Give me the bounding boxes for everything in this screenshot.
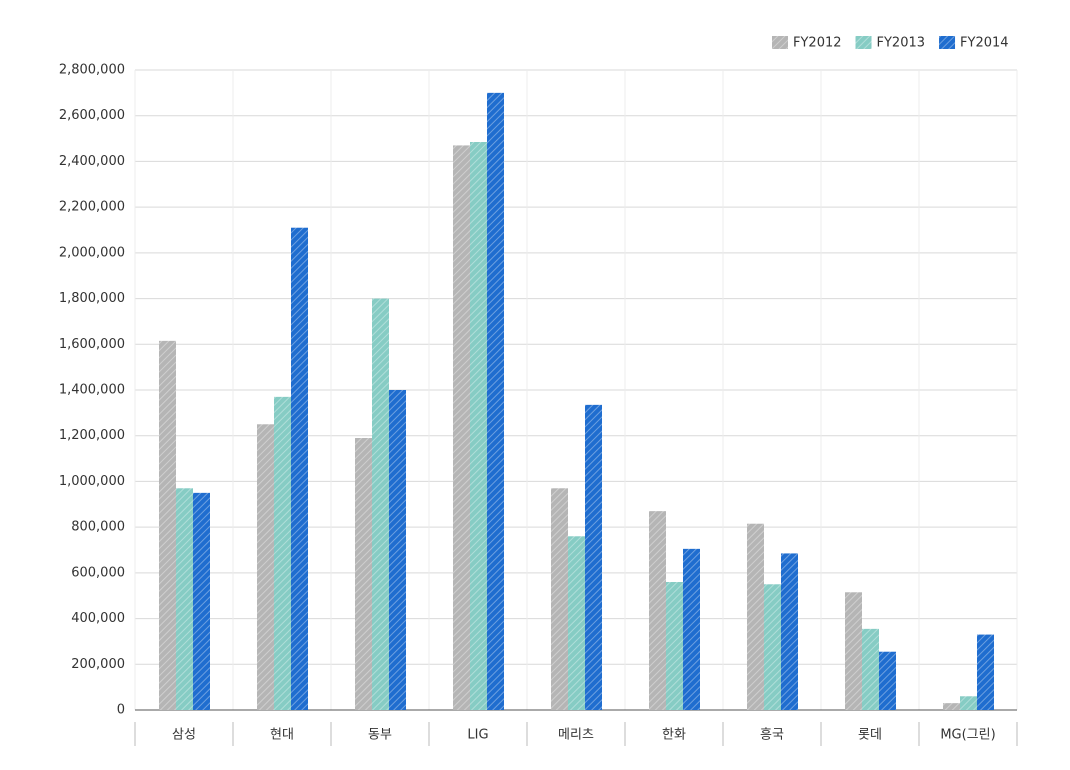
- bar: [159, 340, 176, 710]
- bar: [764, 584, 781, 710]
- bar: [487, 92, 504, 711]
- bar: [453, 145, 470, 710]
- y-tick-label: 0: [117, 703, 125, 718]
- y-tick-label: 2,800,000: [59, 63, 125, 78]
- bar: [274, 396, 291, 710]
- bar: [781, 553, 798, 710]
- bar: [551, 488, 568, 710]
- y-tick-label: 1,200,000: [59, 428, 125, 443]
- x-tick-label: 롯데: [858, 728, 882, 743]
- bar: [960, 696, 977, 710]
- y-tick-label: 2,400,000: [59, 154, 125, 169]
- x-tick-label: 흥국: [760, 728, 784, 743]
- bar: [666, 582, 683, 710]
- x-tick-label: 한화: [662, 728, 686, 743]
- y-tick-label: 1,000,000: [59, 474, 125, 489]
- bar: [862, 628, 879, 710]
- bar: [683, 548, 700, 710]
- bar: [470, 142, 487, 710]
- legend-label: FY2012: [793, 36, 842, 51]
- x-tick-label: MG(그린): [940, 728, 995, 743]
- bar: [389, 390, 406, 710]
- bar: [879, 651, 896, 710]
- y-tick-label: 200,000: [71, 657, 125, 672]
- x-tick-label: 메리츠: [558, 728, 594, 743]
- bar: [649, 511, 666, 710]
- bar: [291, 227, 308, 710]
- bar: [355, 438, 372, 710]
- x-tick-label: 현대: [270, 728, 294, 743]
- bar: [747, 523, 764, 710]
- x-tick-label: 삼성: [172, 728, 196, 743]
- legend-swatch: [772, 36, 788, 49]
- bar: [193, 492, 210, 710]
- x-tick-label: 동부: [368, 728, 392, 743]
- bar: [943, 703, 960, 710]
- bar: [257, 424, 274, 710]
- y-tick-label: 2,600,000: [59, 108, 125, 123]
- bar: [372, 298, 389, 710]
- y-tick-label: 800,000: [71, 520, 125, 535]
- y-tick-label: 2,200,000: [59, 200, 125, 215]
- legend-label: FY2014: [960, 36, 1009, 51]
- y-tick-label: 1,800,000: [59, 291, 125, 306]
- x-tick-label: LIG: [467, 728, 488, 743]
- legend-swatch: [855, 36, 872, 49]
- legend-swatch: [939, 36, 956, 49]
- y-tick-label: 1,600,000: [59, 337, 125, 352]
- y-tick-label: 2,000,000: [59, 245, 125, 260]
- y-tick-label: 600,000: [71, 565, 125, 580]
- bar: [585, 404, 602, 710]
- legend-label: FY2013: [877, 36, 926, 51]
- y-tick-label: 1,400,000: [59, 383, 125, 398]
- bar: [977, 634, 994, 710]
- bar: [568, 536, 585, 710]
- y-tick-label: 400,000: [71, 611, 125, 626]
- bar: [176, 488, 193, 710]
- bar: [845, 592, 862, 710]
